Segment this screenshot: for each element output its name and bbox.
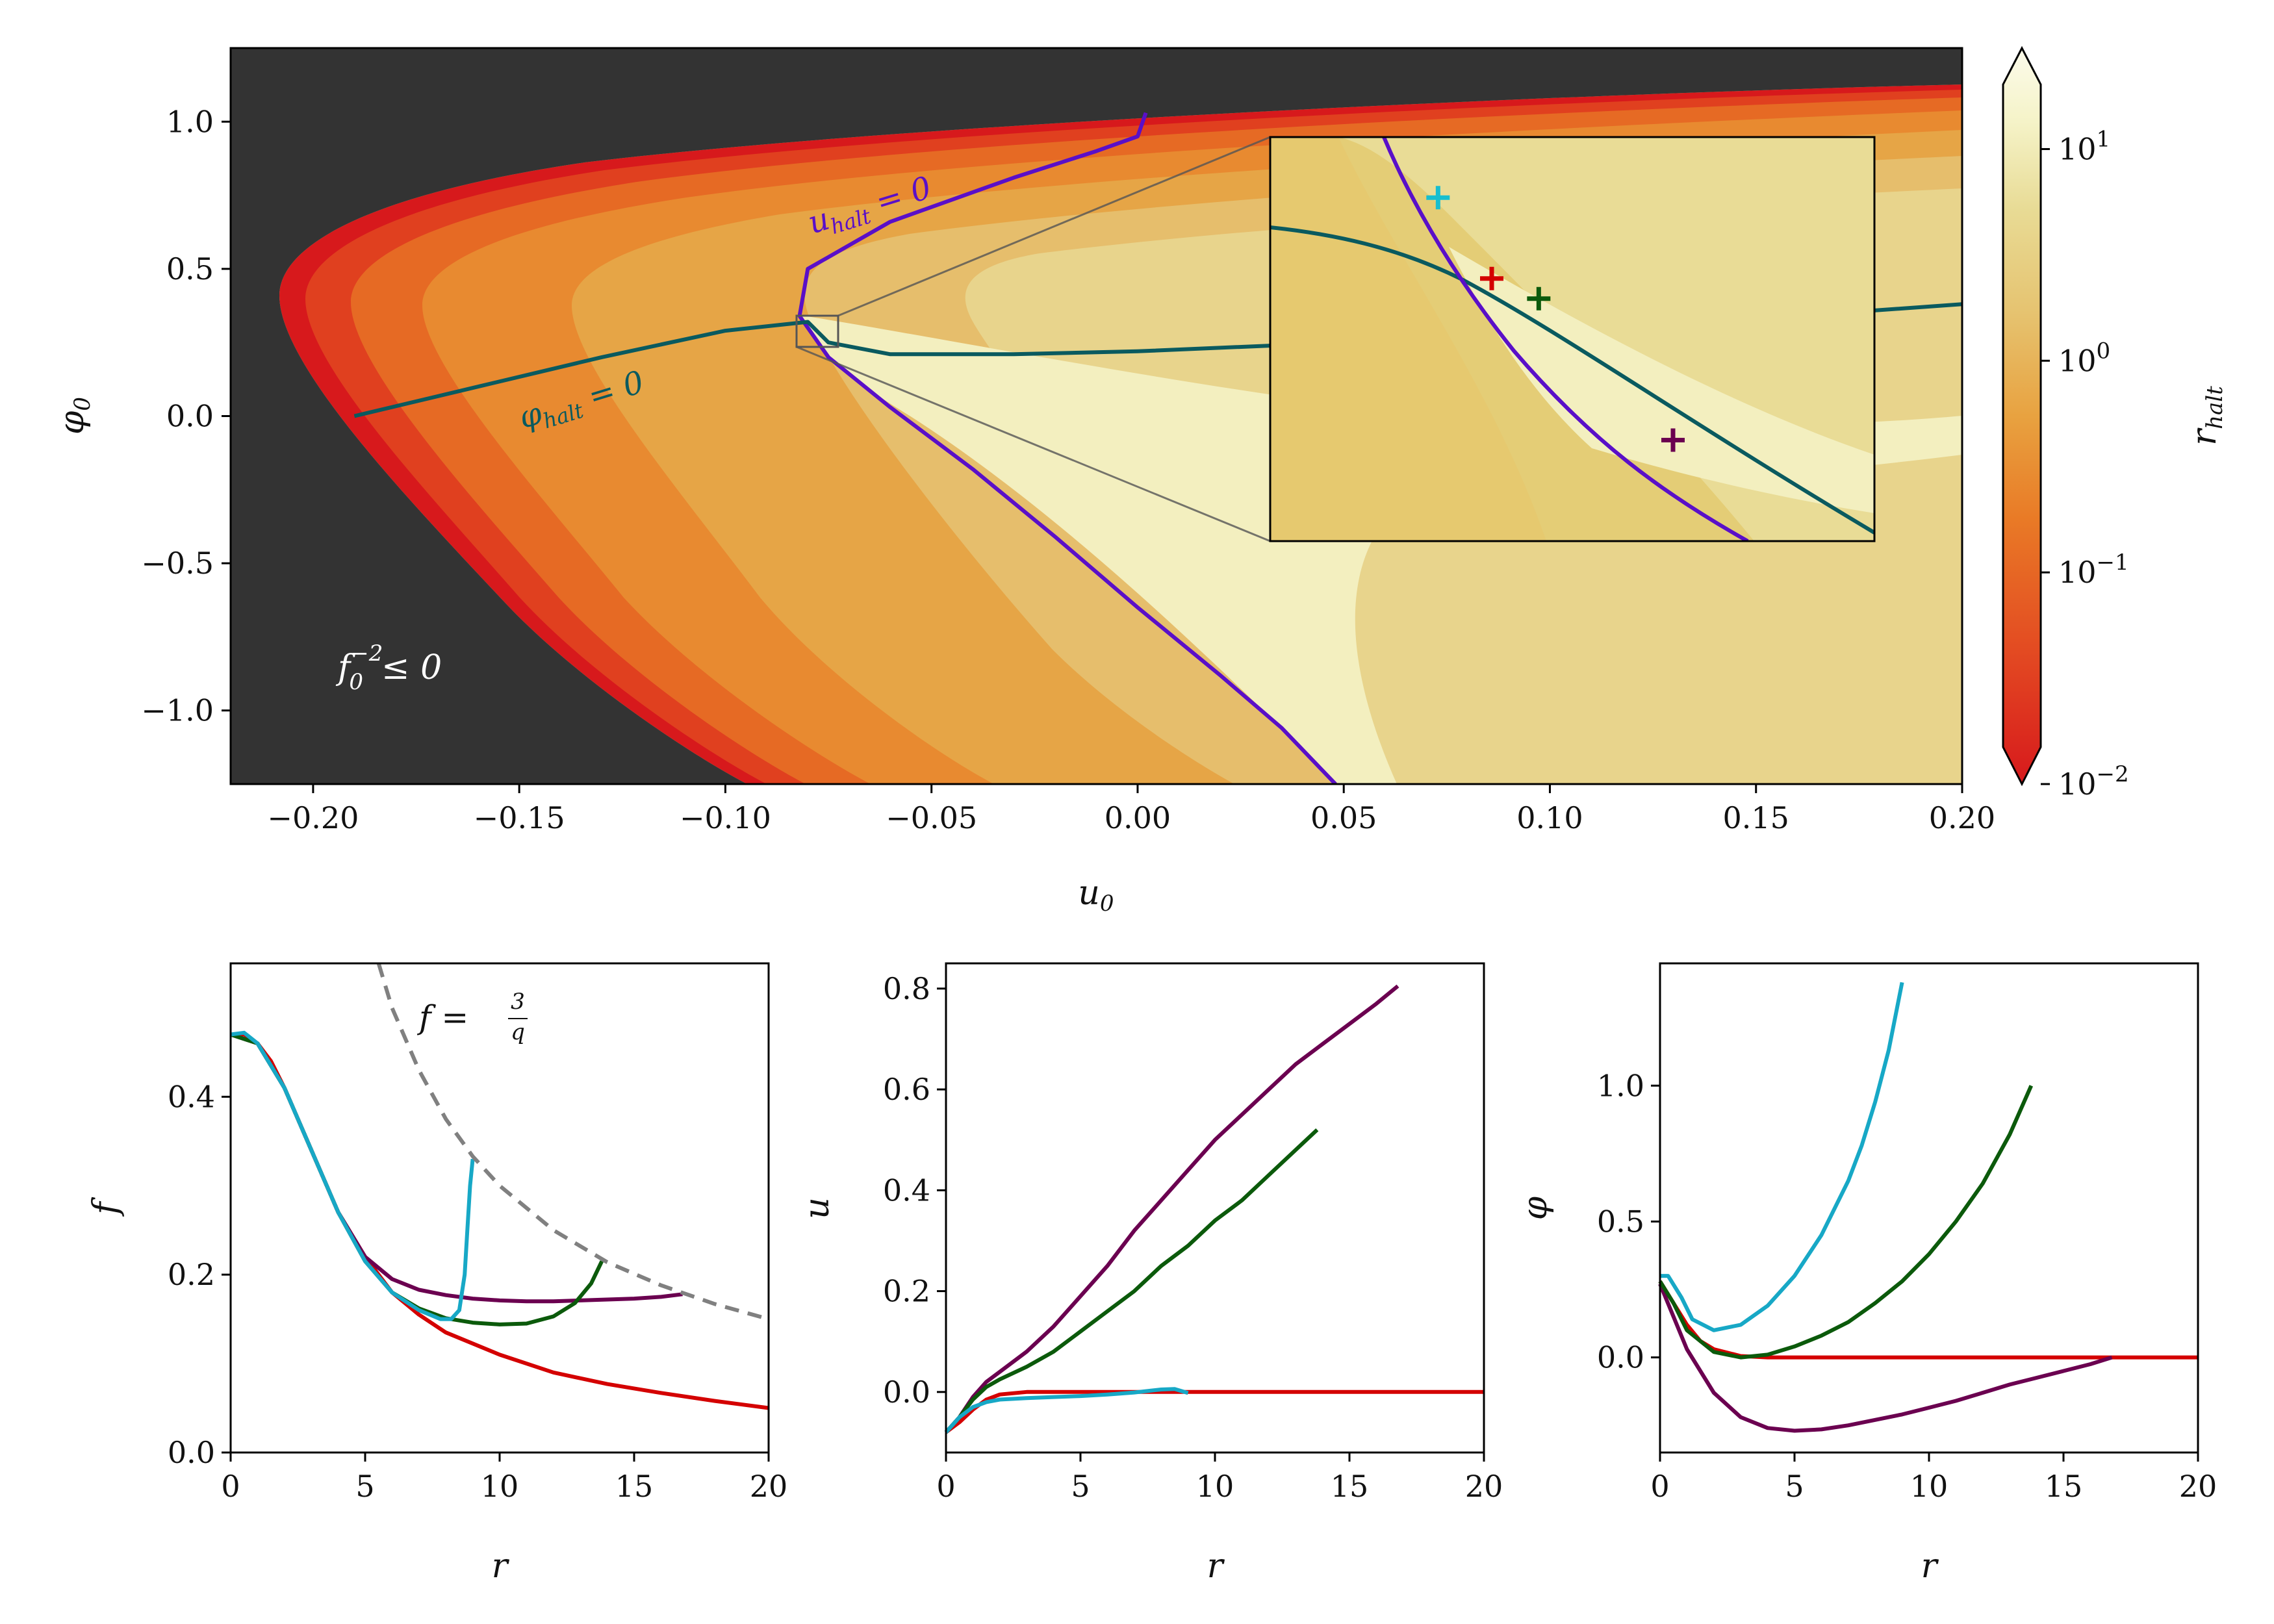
heatmap-panel: −0.20 −0.15 −0.10 −0.05 0.00 0.05 0.10 0.15 0.20… bbox=[53, 45, 2228, 917]
panel-f-annotation-den: q bbox=[511, 1019, 525, 1045]
panel-f-frame bbox=[229, 962, 770, 1454]
main-y-ticks: −1.0 −0.5 0.0 0.5 1.0 bbox=[141, 104, 231, 728]
colorbar-tick-label: 10−2 bbox=[2058, 761, 2129, 802]
panel-series-line bbox=[1658, 1283, 2113, 1433]
panel-y-tick-label: 0.4 bbox=[883, 1173, 930, 1208]
panel-x-tick-label: 15 bbox=[1331, 1469, 1369, 1504]
panel-y-tick-label: 0.0 bbox=[883, 1375, 930, 1410]
inset-series-lines bbox=[1270, 137, 1874, 541]
main-x-tick-label: 0.05 bbox=[1310, 800, 1377, 835]
main-y-tick-label: 0.5 bbox=[166, 251, 214, 286]
panel-f-lines bbox=[230, 963, 769, 1410]
colorbar-tick-label: 101 bbox=[2058, 126, 2110, 166]
panel-series-line bbox=[230, 1030, 475, 1321]
panel-series-line bbox=[230, 1032, 683, 1304]
panel-x-tick-label: 5 bbox=[1785, 1469, 1804, 1504]
panel-phi-x-label: r bbox=[1921, 1547, 1939, 1586]
panel-x-tick-label: 5 bbox=[355, 1469, 374, 1504]
inset-phihalt-line bbox=[1270, 225, 1874, 535]
main-x-tick-label: −0.15 bbox=[474, 800, 565, 835]
zoom-connector-bottom bbox=[796, 346, 1271, 542]
main-x-tick-label: 0.10 bbox=[1516, 800, 1583, 835]
panel-f-x-label: r bbox=[492, 1547, 510, 1586]
panel-series-line bbox=[944, 1128, 1319, 1434]
panel-series-line bbox=[1658, 1085, 2034, 1360]
panel-y-tick-label: 0.2 bbox=[168, 1257, 215, 1292]
panel-u: 0 5 10 15 20 0.0 0.2 0.4 0.6 0.8 r u bbox=[798, 962, 1503, 1586]
main-x-tick-label: 0.20 bbox=[1929, 800, 1995, 835]
main-x-tick-label: −0.20 bbox=[267, 800, 359, 835]
panel-x-tick-label: 10 bbox=[481, 1469, 519, 1504]
main-y-label: φ0 bbox=[53, 397, 96, 435]
main-y-tick-label: −1.0 bbox=[141, 693, 214, 728]
panel-series-line bbox=[944, 984, 1399, 1434]
panel-y-tick-label: 0.5 bbox=[1597, 1204, 1644, 1239]
panel-f-annotation: f = bbox=[416, 998, 468, 1036]
panel-u-lines bbox=[944, 984, 1484, 1434]
panel-x-tick-label: 10 bbox=[1196, 1469, 1234, 1504]
main-series-line bbox=[797, 112, 1337, 784]
panel-y-tick-label: 0.0 bbox=[1597, 1340, 1644, 1375]
panel-x-tick-label: 20 bbox=[1465, 1469, 1503, 1504]
main-x-tick-label: −0.10 bbox=[680, 800, 771, 835]
panel-y-tick-label: 0.2 bbox=[883, 1274, 930, 1309]
panel-phi-lines bbox=[1658, 982, 2198, 1433]
main-y-tick-label: 0.0 bbox=[166, 399, 214, 434]
colorbar-ticks: 10−2 10−1 100 101 bbox=[2041, 126, 2129, 802]
panel-u-ticks: 0 5 10 15 20 0.0 0.2 0.4 0.6 0.8 bbox=[883, 971, 1503, 1504]
zoom-box bbox=[795, 314, 839, 348]
inset-frame bbox=[1269, 136, 1876, 542]
panel-x-tick-label: 5 bbox=[1071, 1469, 1090, 1504]
main-x-tick-label: −0.05 bbox=[886, 800, 977, 835]
undefined-region bbox=[231, 48, 1962, 784]
panel-x-tick-label: 10 bbox=[1910, 1469, 1948, 1504]
zoom-connector-top bbox=[837, 136, 1271, 317]
colorbar-tick-label: 10−1 bbox=[2058, 550, 2129, 590]
main-x-ticks: −0.20 −0.15 −0.10 −0.05 0.00 0.05 0.10 0.15 0.20 bbox=[267, 784, 1995, 835]
main-y-tick-label: 1.0 bbox=[166, 104, 214, 139]
colorbar-tick-label: 100 bbox=[2058, 338, 2110, 378]
panel-u-y-label: u bbox=[798, 1197, 837, 1219]
panel-x-tick-label: 20 bbox=[750, 1469, 788, 1504]
panel-u-x-label: r bbox=[1207, 1547, 1225, 1586]
panel-y-tick-label: 1.0 bbox=[1597, 1068, 1644, 1103]
panel-series-line bbox=[1660, 982, 1904, 1332]
panel-u-frame bbox=[945, 962, 1485, 1454]
panel-x-tick-label: 15 bbox=[615, 1469, 654, 1504]
panel-y-tick-label: 0.0 bbox=[168, 1435, 215, 1470]
panel-phi-frame bbox=[1659, 962, 2199, 1454]
inset-band-light bbox=[1449, 247, 1874, 513]
panel-series-line bbox=[230, 1032, 604, 1326]
panel-f-y-label: f bbox=[86, 1197, 125, 1217]
main-x-label: u0 bbox=[1078, 874, 1114, 917]
panel-x-tick-label: 20 bbox=[2179, 1469, 2217, 1504]
panel-y-tick-label: 0.8 bbox=[883, 971, 930, 1006]
panel-series-line bbox=[1658, 1280, 2198, 1360]
panel-phi-ticks: 0 5 10 15 20 0.0 0.5 1.0 bbox=[1597, 1068, 2217, 1504]
panel-series-line bbox=[231, 1032, 769, 1410]
panel-x-tick-label: 0 bbox=[1650, 1469, 1669, 1504]
panel-y-tick-label: 0.4 bbox=[168, 1079, 215, 1114]
panel-f-annotation-num: 3 bbox=[511, 989, 525, 1015]
colorbar: 10−2 10−1 100 101 rhalt bbox=[2002, 45, 2228, 802]
panel-series-line bbox=[944, 1387, 1189, 1434]
colorbar-label: rhalt bbox=[2185, 386, 2228, 446]
panel-y-tick-label: 0.6 bbox=[883, 1072, 930, 1107]
panel-phi-y-label: φ bbox=[1516, 1196, 1555, 1220]
colorbar-body bbox=[2002, 45, 2042, 787]
main-x-tick-label: 0.00 bbox=[1105, 800, 1171, 835]
inset-panel bbox=[1269, 136, 1876, 542]
panel-phi: 0 5 10 15 20 0.0 0.5 1.0 r φ bbox=[1516, 962, 2217, 1586]
main-x-tick-label: 0.15 bbox=[1723, 800, 1789, 835]
panel-series-line bbox=[945, 1389, 1484, 1434]
panel-f-ticks: 0 5 10 15 20 0.0 0.2 0.4 bbox=[168, 1079, 787, 1504]
panel-f: 0 5 10 15 20 0.0 0.2 0.4 r f f = 3 q bbox=[86, 962, 787, 1586]
panel-x-tick-label: 15 bbox=[2045, 1469, 2083, 1504]
inset-markers bbox=[1426, 186, 1685, 452]
panel-x-tick-label: 0 bbox=[221, 1469, 240, 1504]
inset-uhalt-line bbox=[1382, 137, 1749, 541]
main-y-tick-label: −0.5 bbox=[141, 546, 214, 581]
panel-x-tick-label: 0 bbox=[936, 1469, 955, 1504]
